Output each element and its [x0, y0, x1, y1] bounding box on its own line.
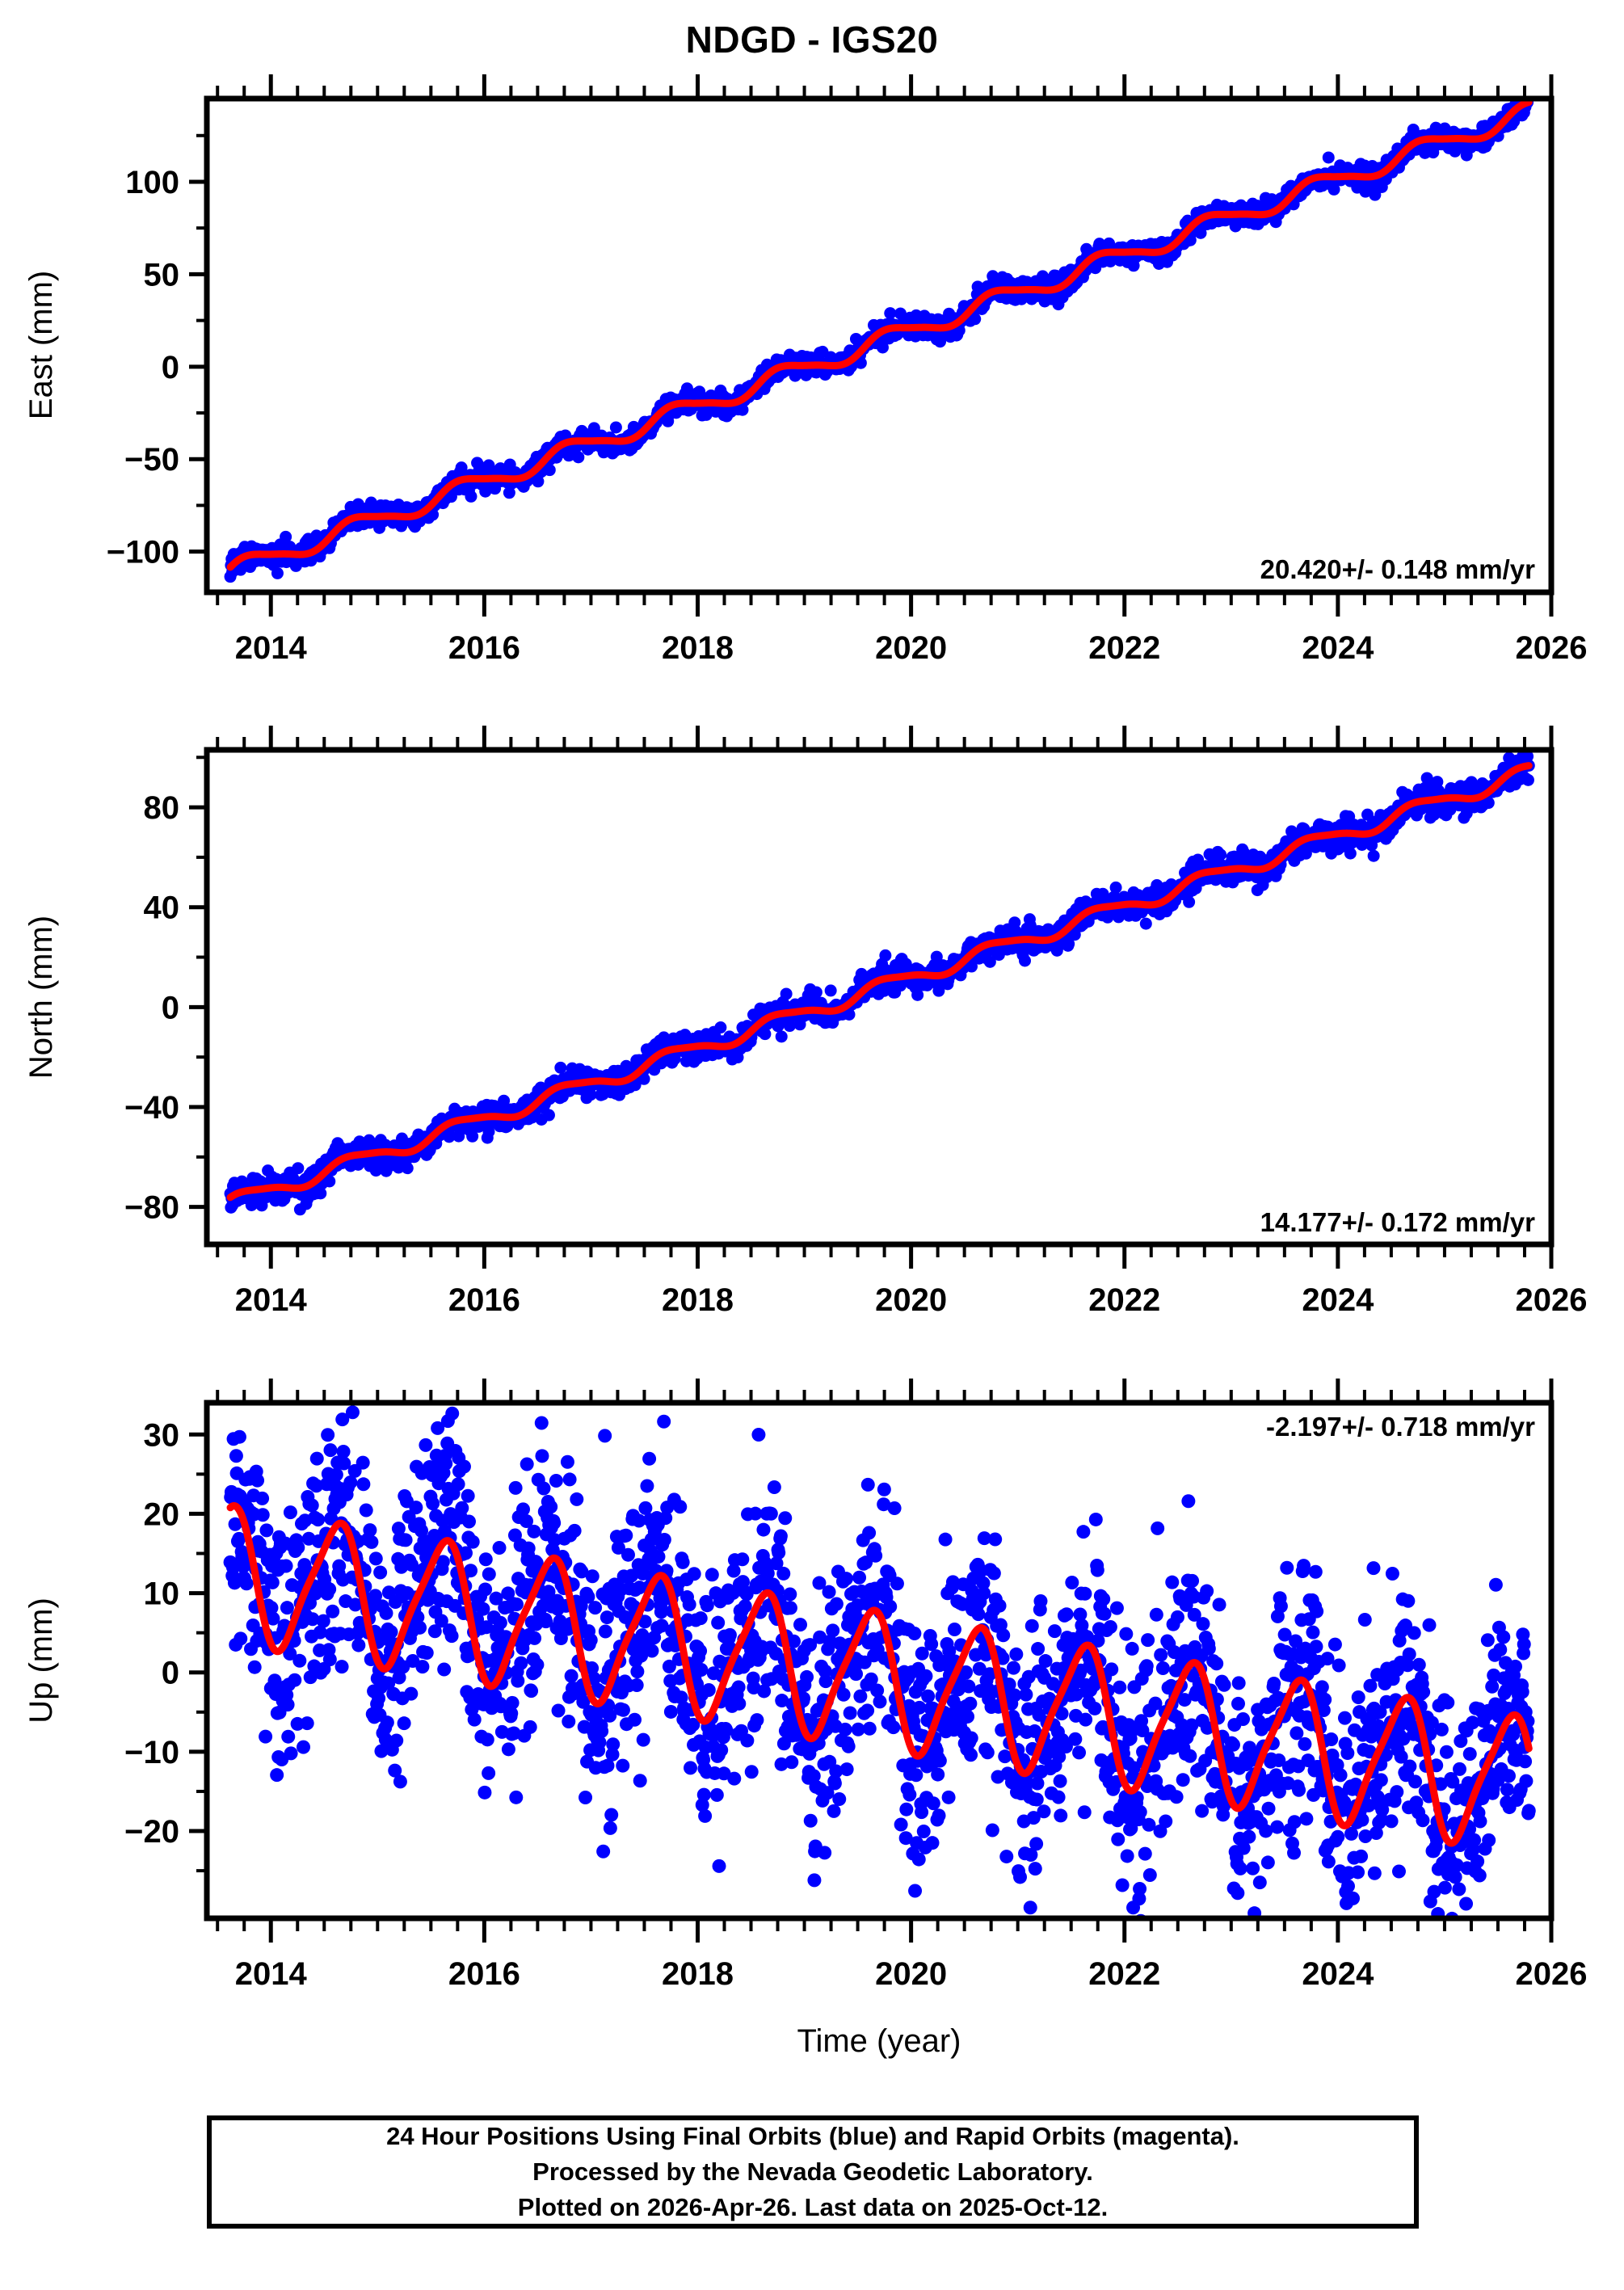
y-tick-label: 50 [144, 257, 180, 293]
x-tick-label: 2016 [448, 1282, 520, 1318]
x-tick-label: 2022 [1088, 630, 1160, 666]
y-tick-label: −100 [107, 535, 179, 570]
plot-frame-up [204, 1400, 1555, 1922]
rate-annotation-east: 20.420+/- 0.148 mm/yr [1260, 554, 1535, 584]
data-points-up [223, 1405, 1536, 1918]
model-curve-east [226, 99, 1533, 571]
x-tick-label: 2014 [235, 1956, 308, 1992]
x-tick-label: 2024 [1302, 1956, 1374, 1992]
footer-line-2: Processed by the Nevada Geodetic Laborat… [532, 2157, 1093, 2186]
x-tick-label: 2026 [1516, 630, 1588, 666]
y-tick-label: 20 [144, 1496, 180, 1532]
footer-caption-box: 24 Hour Positions Using Final Orbits (bl… [207, 2115, 1419, 2229]
x-tick-label: 2014 [235, 1282, 308, 1318]
x-tick-label: 2020 [875, 1282, 947, 1318]
x-tick-label: 2016 [448, 1956, 520, 1992]
x-tick-label: 2026 [1516, 1282, 1588, 1318]
y-tick-label: 0 [162, 1656, 179, 1691]
rate-annotation-north: 14.177+/- 0.172 mm/yr [1260, 1207, 1535, 1237]
x-tick-label: 2018 [662, 630, 734, 666]
model-curve-north [226, 762, 1533, 1202]
footer-line-3: Plotted on 2026-Apr-26. Last data on 202… [517, 2193, 1109, 2222]
x-tick-label: 2024 [1302, 630, 1374, 666]
x-tick-label: 2018 [662, 1282, 734, 1318]
x-tick-label: 2020 [875, 1956, 947, 1992]
figure-title: NDGD - IGS20 [685, 19, 939, 61]
y-tick-label: −10 [124, 1735, 179, 1770]
y-tick-label: −20 [124, 1814, 179, 1850]
north-panel-plot: 80 40 0 −40 −80 2014 2016 2018 2020 2022 2024 2026 N… [23, 726, 1588, 1318]
y-tick-label: 0 [162, 350, 179, 385]
y-tick-label: 10 [144, 1576, 180, 1612]
east-panel-plot: 100 50 0 −50 −100 2014 2016 2018 2020 2022 2024 202… [23, 74, 1588, 666]
y-axis-title-east: East (mm) [23, 271, 59, 419]
y-axis-title-up: Up (mm) [23, 1598, 59, 1724]
x-tick-label: 2024 [1302, 1282, 1374, 1318]
y-tick-label: 100 [125, 165, 179, 200]
x-tick-label: 2018 [662, 1956, 734, 1992]
rate-annotation-up: -2.197+/- 0.718 mm/yr [1266, 1412, 1535, 1442]
x-tick-label: 2016 [448, 630, 520, 666]
y-axis-title-north: North (mm) [23, 916, 59, 1079]
y-tick-label: 80 [144, 790, 180, 826]
y-tick-label: 0 [162, 990, 179, 1025]
x-tick-label: 2026 [1516, 1956, 1588, 1992]
y-tick-label: −40 [124, 1090, 179, 1126]
plot-frame-north [204, 747, 1555, 1248]
y-tick-label: 30 [144, 1417, 180, 1453]
x-tick-label: 2022 [1088, 1956, 1160, 1992]
y-tick-label: 40 [144, 890, 180, 926]
plot-frame-east [204, 95, 1555, 596]
y-tick-label: −80 [124, 1190, 179, 1226]
x-tick-label: 2022 [1088, 1282, 1160, 1318]
y-tick-label: −50 [124, 442, 179, 478]
up-panel-plot: 30 20 10 0 −10 −20 2014 2016 2018 2020 2022 2024 202… [23, 1379, 1588, 2059]
x-tick-label: 2020 [875, 630, 947, 666]
x-tick-label: 2014 [235, 630, 308, 666]
model-curve-up [226, 1502, 1533, 1847]
footer-line-1: 24 Hour Positions Using Final Orbits (bl… [386, 2121, 1239, 2150]
x-axis-title: Time (year) [797, 2023, 961, 2059]
